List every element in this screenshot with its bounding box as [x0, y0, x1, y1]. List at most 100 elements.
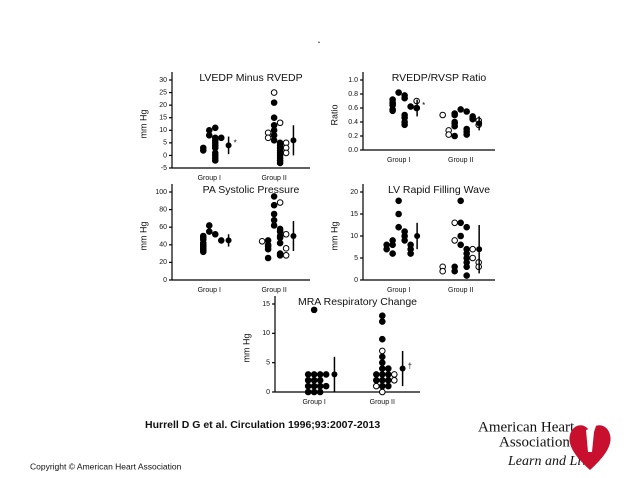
open-point	[379, 388, 386, 396]
filled-point	[379, 382, 386, 390]
open-point	[264, 134, 272, 142]
filled-point	[310, 306, 318, 314]
filled-point	[379, 312, 386, 320]
filled-point	[457, 232, 464, 240]
filled-point	[211, 157, 219, 164]
y-axis-label: Ratio	[329, 104, 339, 125]
y-tick-label: 0.2	[348, 133, 358, 140]
open-point	[451, 237, 458, 244]
filled-point	[304, 388, 312, 396]
filled-point	[316, 388, 324, 396]
y-tick-label: 5	[163, 140, 167, 147]
open-point	[282, 252, 290, 259]
filled-point	[270, 99, 278, 106]
filled-point	[270, 201, 278, 209]
annotation: *	[422, 101, 425, 110]
y-tick-label: 0	[163, 277, 167, 284]
y-axis-label: mm Hg	[138, 110, 148, 139]
filled-point	[451, 122, 458, 130]
filled-point	[463, 108, 470, 115]
x-tick-label: Group I	[198, 175, 221, 182]
filled-point	[379, 318, 386, 325]
annotation: *	[234, 138, 237, 147]
y-tick-label: 15	[262, 301, 270, 308]
open-point	[373, 382, 380, 390]
filled-point	[322, 371, 330, 378]
y-tick-label: 0.0	[348, 147, 358, 154]
open-point	[276, 199, 284, 206]
x-tick-label: Group I	[302, 399, 325, 406]
filled-point	[383, 245, 390, 253]
x-tick-label: Group II	[261, 287, 286, 294]
y-tick-label: 60	[159, 224, 167, 231]
filled-point	[211, 230, 219, 238]
chart-title: RVEDP/RVSP Ratio	[392, 72, 487, 84]
filled-point	[270, 216, 278, 224]
x-tick-label: Group I	[198, 287, 221, 294]
open-point	[379, 347, 386, 355]
y-tick-label: 0	[163, 152, 167, 159]
open-point	[445, 131, 452, 138]
logo-tagline: Learn and Live	[507, 454, 594, 469]
y-tick-label: 10	[159, 127, 167, 134]
filled-point	[264, 254, 272, 262]
filled-point	[316, 382, 324, 390]
chart-title: MRA Respiratory Change	[298, 296, 417, 308]
y-tick-label: 15	[159, 115, 167, 122]
filled-point	[407, 103, 414, 110]
mean-point	[290, 233, 297, 239]
filled-point	[276, 234, 284, 242]
open-point	[439, 111, 446, 119]
filled-point	[451, 267, 458, 275]
y-tick-label: 30	[159, 77, 167, 84]
open-point	[270, 89, 278, 96]
filled-point	[457, 197, 464, 205]
open-point	[258, 237, 266, 245]
filled-point	[379, 371, 386, 378]
filled-point	[401, 237, 408, 244]
y-tick-label: 20	[159, 259, 167, 266]
filled-point	[205, 132, 213, 139]
filled-point	[389, 241, 396, 249]
filled-point	[322, 382, 330, 390]
filled-point	[395, 197, 402, 205]
filled-point	[457, 241, 464, 249]
filled-point	[407, 250, 414, 257]
filled-point	[389, 250, 396, 257]
filled-point	[385, 376, 392, 384]
mean-point	[476, 120, 483, 127]
y-tick-label: 20	[159, 102, 167, 109]
filled-point	[457, 219, 464, 227]
filled-point	[379, 353, 386, 361]
filled-point	[270, 222, 278, 229]
y-tick-label: 40	[159, 242, 167, 249]
filled-point	[316, 376, 324, 384]
filled-point	[316, 371, 324, 378]
filled-point	[395, 223, 402, 231]
y-tick-label: 10	[350, 233, 358, 240]
y-tick-label: 80	[159, 206, 167, 213]
filled-point	[270, 193, 278, 200]
open-point	[282, 149, 290, 157]
filled-point	[457, 106, 464, 113]
filled-point	[276, 252, 284, 259]
y-tick-label: 100	[155, 189, 167, 196]
filled-point	[401, 94, 408, 102]
filled-point	[276, 159, 284, 167]
filled-point	[205, 222, 213, 229]
filled-point	[379, 359, 386, 366]
chart-title: LVEDP Minus RVEDP	[199, 72, 302, 84]
filled-point	[373, 376, 380, 384]
citation: Hurrell D G et al. Circulation 1996;93:2…	[145, 419, 380, 431]
mean-point	[414, 233, 421, 239]
dot: .	[317, 32, 320, 46]
filled-point	[379, 376, 386, 384]
annotation: †	[408, 362, 412, 371]
filled-point	[211, 124, 219, 132]
filled-point	[395, 210, 402, 218]
open-point	[439, 267, 446, 275]
y-tick-label: 0.8	[348, 91, 358, 98]
y-tick-label: -5	[161, 165, 167, 172]
filled-point	[385, 382, 392, 390]
logo-heart	[569, 420, 611, 470]
